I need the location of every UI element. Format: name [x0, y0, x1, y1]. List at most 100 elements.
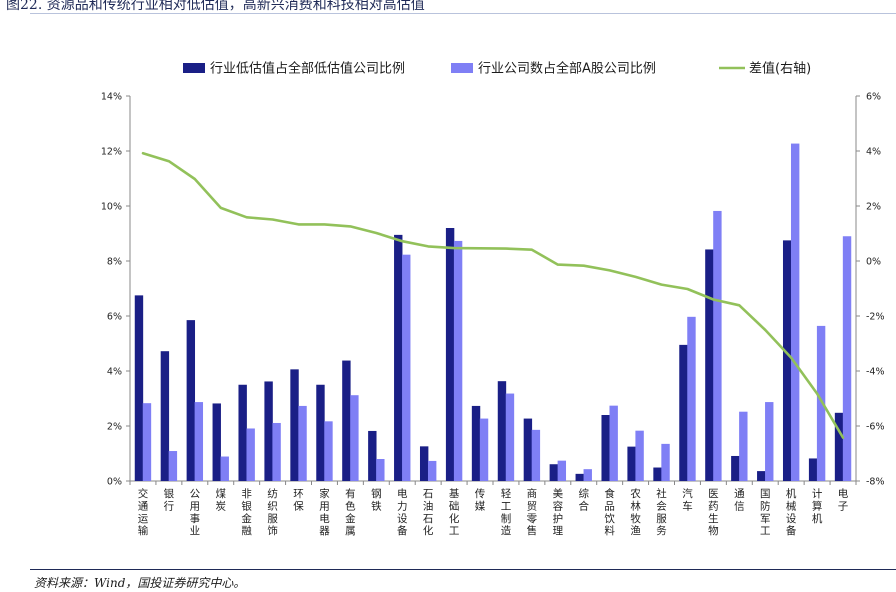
x-category-label: 美容护理: [553, 487, 564, 537]
bar-series: [134, 143, 852, 481]
line-series: [141, 151, 845, 439]
bar-company-share: [298, 405, 307, 481]
bar-low-valuation: [731, 455, 740, 481]
x-category-label: 煤炭: [216, 487, 227, 512]
bar-company-share: [765, 402, 774, 481]
bar-company-share: [816, 325, 826, 481]
bar-low-valuation: [705, 249, 714, 481]
figure-source: 资料来源：Wind，国投证券研究中心。: [34, 576, 246, 590]
x-category-label: 银行: [164, 487, 175, 512]
bar-company-share: [609, 405, 618, 481]
bar-low-valuation: [808, 458, 818, 481]
bar-company-share: [531, 429, 541, 481]
x-category-label: 综合: [579, 487, 590, 512]
x-category-label: 社会服务: [656, 487, 667, 537]
bar-low-valuation: [471, 405, 481, 481]
x-category-label: 医药生物: [708, 488, 719, 537]
bar-company-share: [479, 418, 489, 481]
bar-low-valuation: [264, 381, 273, 481]
bar-low-valuation: [575, 473, 584, 481]
bar-company-share: [505, 393, 515, 481]
x-category-label: 农林牧渔: [630, 487, 641, 537]
source-divider: [30, 569, 896, 570]
combo-chart: 行业低估值占全部低估值公司比例 行业公司数占全部A股公司比例 差值(右轴) 0% 2%…: [101, 61, 885, 538]
legend-item-low-valuation: 行业低估值占全部低估值公司比例: [183, 61, 405, 77]
right-tick-label: -4%: [866, 367, 885, 378]
left-tick-label: 14%: [101, 92, 122, 103]
bar-low-valuation: [394, 234, 403, 481]
bar-low-valuation: [497, 381, 507, 481]
bar-low-valuation: [757, 471, 766, 481]
x-category-label: 商贸零售: [527, 487, 538, 537]
x-category-label: 交通运输: [138, 487, 149, 537]
left-tick-label: 8%: [107, 257, 122, 268]
difference-line: [141, 151, 845, 439]
bar-low-valuation: [601, 415, 610, 481]
bar-company-share: [635, 430, 644, 481]
left-tick-label: 4%: [107, 367, 122, 378]
left-tick-label: 2%: [107, 422, 122, 433]
bar-company-share: [427, 460, 437, 481]
bar-low-valuation: [523, 418, 533, 481]
x-category-label: 有色金属: [345, 487, 356, 537]
legend-item-company-share: 行业公司数占全部A股公司比例: [451, 61, 656, 77]
bar-low-valuation: [290, 369, 299, 481]
bar-company-share: [324, 421, 333, 481]
right-tick-label: 6%: [866, 92, 881, 103]
x-category-label: 电子: [838, 487, 849, 512]
legend-label: 差值(右轴): [749, 61, 811, 77]
right-tick-label: -8%: [866, 477, 885, 488]
bar-low-valuation: [160, 351, 170, 481]
bar-company-share: [713, 210, 722, 481]
bar-company-share: [687, 316, 696, 481]
x-category-label: 食品饮料: [604, 487, 615, 537]
bar-company-share: [583, 469, 592, 481]
bar-low-valuation: [238, 384, 247, 481]
legend-item-difference: 差值(右轴): [719, 61, 811, 77]
bar-low-valuation: [212, 403, 221, 481]
bar-low-valuation: [653, 467, 662, 481]
bar-low-valuation: [419, 446, 429, 481]
left-tick-label: 12%: [101, 147, 122, 158]
bar-company-share: [142, 403, 152, 481]
bar-company-share: [557, 460, 567, 481]
x-category-label: 通信: [734, 488, 745, 512]
x-category-label: 钢铁: [371, 487, 382, 512]
bar-company-share: [272, 422, 281, 481]
bar-company-share: [453, 240, 463, 481]
right-tick-label: -6%: [866, 422, 885, 433]
bar-company-share: [194, 402, 204, 481]
bar-company-share: [842, 236, 852, 481]
x-category-label: 纺织服饰: [267, 487, 278, 537]
legend: 行业低估值占全部低估值公司比例 行业公司数占全部A股公司比例 差值(右轴): [183, 61, 811, 77]
x-category-label: 非银金融: [241, 488, 252, 537]
figure-title: 图22. 资源品和传统行业相对低估值，高新兴消费和科技相对高估值: [6, 0, 425, 13]
bar-low-valuation: [368, 430, 377, 481]
bar-low-valuation: [834, 412, 844, 481]
bar-low-valuation: [679, 344, 688, 481]
legend-label: 行业低估值占全部低估值公司比例: [210, 61, 405, 77]
right-tick-label: -2%: [866, 312, 885, 323]
x-tick-labels: 交通运输 银行 公用事业 煤炭 非银金融 纺织服饰 环保 家用电器 有色金属 钢铁 电力设备 石油石化…: [138, 487, 849, 537]
bar-low-valuation: [445, 228, 455, 481]
x-category-label: 电力设备: [397, 487, 408, 537]
x-category-label: 机械设备: [786, 487, 797, 537]
bar-company-share: [790, 143, 800, 481]
bar-low-valuation: [342, 360, 351, 481]
x-category-label: 轻工制造: [501, 487, 512, 537]
bar-low-valuation: [186, 320, 196, 481]
bar-low-valuation: [316, 384, 325, 481]
bar-company-share: [376, 459, 385, 481]
bar-low-valuation: [549, 464, 559, 481]
left-tick-label: 0%: [107, 477, 122, 488]
bar-company-share: [350, 395, 359, 481]
right-tick-label: 2%: [866, 202, 881, 213]
bar-company-share: [739, 411, 748, 481]
x-category-label: 石油石化: [423, 488, 434, 537]
bar-company-share: [168, 451, 178, 481]
legend-swatch: [451, 63, 473, 73]
bar-company-share: [661, 443, 670, 481]
legend-swatch: [183, 63, 205, 73]
bar-low-valuation: [782, 240, 792, 481]
bar-low-valuation: [134, 295, 144, 481]
